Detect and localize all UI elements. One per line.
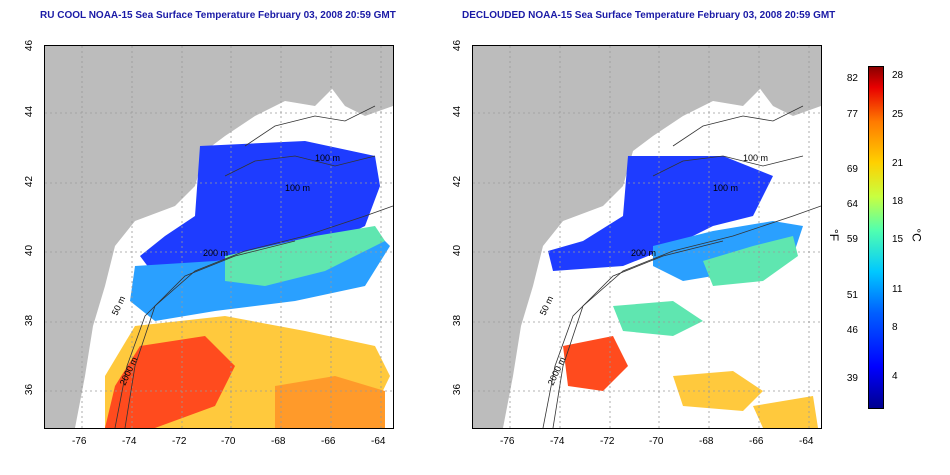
y-tick: 38: [452, 314, 464, 327]
contour-label-2: 100 m: [713, 183, 738, 193]
x-tick: -70: [649, 436, 664, 447]
colorbar-unit-c: °C: [909, 228, 924, 242]
colorbar-f-tick: 46: [846, 325, 858, 336]
contour-label-4: 50 m: [110, 294, 128, 316]
x-tick: -72: [600, 436, 615, 447]
grid-lines: [45, 46, 393, 428]
contour-label-3: 200 m: [631, 248, 656, 258]
hot-water-east: [275, 376, 385, 428]
land-novascotia: [315, 46, 393, 116]
colorbar-c-tick: 21: [892, 158, 904, 169]
raw-sst-map-panel: 100 m 100 m 200 m 50 m 2000 m: [44, 45, 394, 429]
contour-label-4: 50 m: [538, 294, 556, 316]
x-tick: -72: [172, 436, 187, 447]
y-tick: 44: [452, 105, 464, 118]
declouded-sst-map: 100 m 100 m 200 m 50 m 2000 m: [473, 46, 821, 428]
cool-water-band: [653, 221, 803, 281]
x-tick: -76: [72, 436, 87, 447]
raw-sst-map: 100 m 100 m 200 m 50 m 2000 m: [45, 46, 393, 428]
colorbar-c-tick: 18: [892, 196, 904, 207]
contour-label-1: 100 m: [743, 153, 768, 163]
y-tick: 42: [24, 175, 36, 188]
x-tick: -76: [500, 436, 515, 447]
bathymetry-contours: [542, 105, 821, 428]
x-tick: -74: [550, 436, 565, 447]
y-tick: 46: [24, 39, 36, 52]
contour-label-1: 100 m: [315, 153, 340, 163]
colorbar-f-tick: 39: [846, 373, 858, 384]
contour-label-5: 2000 m: [546, 355, 568, 386]
colorbar-unit-f: °F: [827, 228, 842, 242]
x-tick: -68: [271, 436, 286, 447]
y-tick: 40: [452, 244, 464, 257]
y-tick: 42: [452, 175, 464, 188]
y-tick: 38: [24, 314, 36, 327]
contour-label-3: 200 m: [203, 248, 228, 258]
colorbar-f-tick: 77: [846, 109, 858, 120]
x-tick: -70: [221, 436, 236, 447]
colorbar-f-tick: 59: [846, 234, 858, 245]
grid-lines: [473, 46, 821, 428]
mid-water-band: [703, 236, 798, 286]
left-map-title: RU COOL NOAA-15 Sea Surface Temperature …: [40, 10, 396, 21]
warm-water-patch: [613, 301, 703, 336]
y-tick: 36: [452, 383, 464, 396]
land-novascotia: [743, 46, 821, 116]
colorbar-c-tick: 25: [892, 109, 904, 120]
x-tick: -64: [371, 436, 386, 447]
colorbar-f-tick: 51: [846, 290, 858, 301]
x-tick: -64: [799, 436, 814, 447]
mid-water-band: [225, 226, 385, 286]
y-tick: 40: [24, 244, 36, 257]
y-tick: 46: [452, 39, 464, 52]
x-tick: -74: [122, 436, 137, 447]
x-tick: -68: [699, 436, 714, 447]
y-tick: 36: [24, 383, 36, 396]
bathymetry-contours: [114, 105, 393, 428]
colorbar-f-tick: 69: [846, 164, 858, 175]
y-tick: 44: [24, 105, 36, 118]
colorbar-c-tick: 28: [892, 70, 904, 81]
colorbar-c-tick: 11: [892, 284, 903, 295]
right-map-title: DECLOUDED NOAA-15 Sea Surface Temperatur…: [462, 10, 836, 21]
contour-label-2: 100 m: [285, 183, 310, 193]
declouded-sst-map-panel: 100 m 100 m 200 m 50 m 2000 m: [472, 45, 822, 429]
colorbar-c-tick: 4: [892, 371, 898, 382]
x-tick: -66: [321, 436, 336, 447]
cold-water-region: [548, 156, 773, 271]
warm-water-south: [753, 396, 818, 428]
colorbar-c-tick: 8: [892, 322, 898, 333]
hot-water-region: [563, 336, 628, 391]
colorbar-f-tick: 82: [846, 73, 858, 84]
temperature-colorbar: [868, 66, 884, 409]
colorbar-c-tick: 15: [892, 234, 904, 245]
colorbar-f-tick: 64: [846, 199, 858, 210]
x-tick: -66: [749, 436, 764, 447]
